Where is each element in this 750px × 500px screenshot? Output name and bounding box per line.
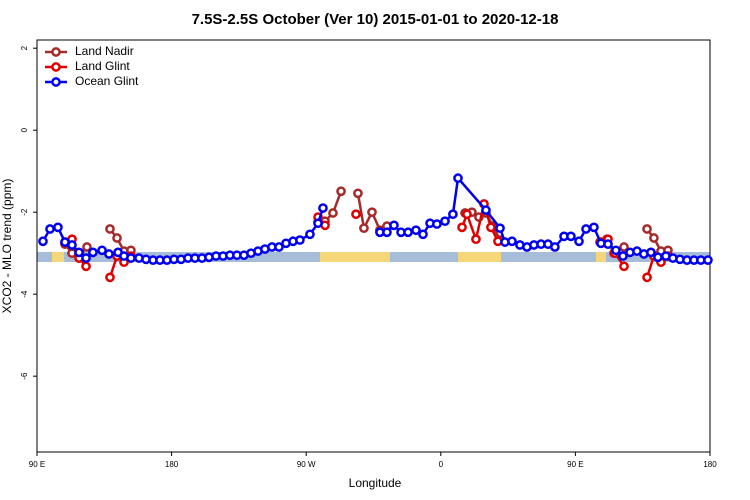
legend-label: Land Nadir xyxy=(75,44,134,58)
data-point xyxy=(53,222,63,233)
land-band xyxy=(52,252,64,262)
series-line xyxy=(63,190,669,258)
data-point xyxy=(619,242,629,252)
data-point xyxy=(486,222,496,233)
data-point xyxy=(574,236,584,247)
data-point xyxy=(653,252,663,263)
legend-label: Ocean Glint xyxy=(75,74,139,88)
data-point xyxy=(603,239,613,250)
land-band xyxy=(320,252,390,262)
y-tick-label: -6 xyxy=(20,372,29,380)
x-axis-label: Longitude xyxy=(349,476,402,490)
data-point xyxy=(432,219,442,229)
data-point xyxy=(367,207,377,218)
data-point xyxy=(440,216,450,227)
x-tick-label: 90 W xyxy=(297,460,316,469)
data-point xyxy=(481,205,491,215)
data-point xyxy=(305,229,315,240)
data-point xyxy=(411,225,421,236)
data-point xyxy=(642,272,652,283)
data-point xyxy=(566,231,576,242)
plot-frame xyxy=(36,39,711,453)
chart-title: 7.5S-2.5S October (Ver 10) 2015-01-01 to… xyxy=(192,11,559,28)
y-tick-label: 0 xyxy=(20,127,29,132)
legend-marker xyxy=(51,47,61,57)
data-point xyxy=(82,242,92,252)
data-point xyxy=(318,203,328,213)
data-point xyxy=(67,240,77,250)
data-point xyxy=(105,224,115,234)
data-point xyxy=(642,224,652,234)
data-point xyxy=(353,188,363,199)
data-point xyxy=(105,272,115,283)
land-band xyxy=(596,252,606,262)
legend-marker xyxy=(51,77,61,87)
data-point xyxy=(328,208,338,218)
data-point xyxy=(104,249,114,259)
data-point xyxy=(619,261,629,272)
data-point xyxy=(471,234,481,245)
data-point xyxy=(611,245,621,256)
data-point xyxy=(336,186,346,197)
data-point xyxy=(453,173,463,184)
data-point xyxy=(88,247,98,258)
data-point xyxy=(550,242,560,252)
data-point xyxy=(81,253,91,263)
data-point xyxy=(359,223,369,234)
data-point xyxy=(581,224,591,234)
data-point xyxy=(126,253,136,263)
y-axis-label: XCO2 - MLO trend (ppm) xyxy=(0,179,14,314)
data-point xyxy=(389,220,399,231)
legend-marker xyxy=(51,62,61,72)
data-point xyxy=(74,247,84,258)
y-tick-label: -2 xyxy=(20,208,29,216)
data-point xyxy=(81,261,91,272)
data-point xyxy=(703,255,713,265)
data-point xyxy=(403,227,413,238)
data-point xyxy=(646,247,656,258)
x-tick-label: 180 xyxy=(165,460,179,469)
data-point xyxy=(45,224,55,234)
data-point xyxy=(313,218,323,229)
y-tick-label: -4 xyxy=(20,290,29,298)
data-point xyxy=(418,229,428,240)
data-point xyxy=(112,233,122,243)
data-point xyxy=(448,209,458,220)
data-point xyxy=(382,227,392,238)
y-tick-label: 2 xyxy=(20,45,29,50)
data-point xyxy=(38,236,48,247)
x-tick-label: 90 E xyxy=(567,460,583,469)
x-tick-label: 180 xyxy=(703,460,717,469)
land-band xyxy=(458,252,501,262)
data-point xyxy=(462,209,472,220)
surface-band xyxy=(37,252,710,262)
data-point xyxy=(507,236,517,247)
data-point xyxy=(351,209,361,220)
data-point xyxy=(97,245,107,256)
data-point xyxy=(618,251,628,261)
x-tick-label: 90 E xyxy=(29,460,45,469)
data-point xyxy=(457,222,467,233)
x-tick-label: 0 xyxy=(439,460,444,469)
data-point xyxy=(295,235,305,245)
data-point xyxy=(495,223,505,234)
data-point xyxy=(589,222,599,233)
data-point xyxy=(649,233,659,243)
legend-label: Land Glint xyxy=(75,59,130,73)
data-point xyxy=(274,242,284,252)
